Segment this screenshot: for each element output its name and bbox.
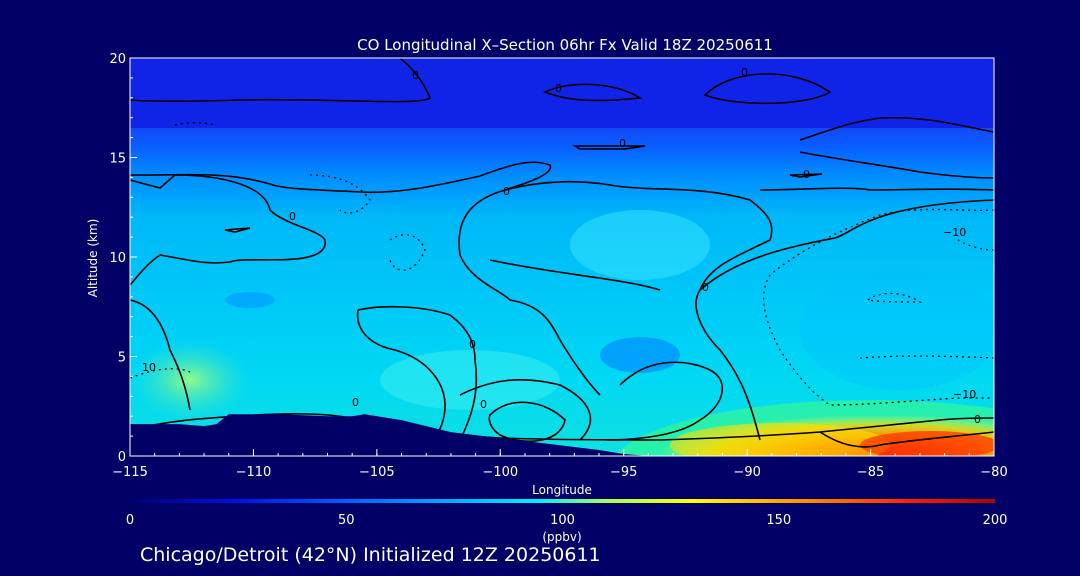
contour-label: 0	[480, 398, 487, 411]
y-axis: 0 5 10 15 20	[109, 52, 137, 465]
field-patch	[225, 292, 275, 308]
colorbar	[130, 499, 995, 503]
x-axis: −115 −110 −105 −100 −95 −90 −85 −80	[112, 449, 1008, 480]
contour-label: 0	[412, 69, 419, 82]
colorbar-unit: (ppbv)	[542, 530, 581, 544]
pollution-plume	[670, 423, 890, 456]
y-tick-label: 10	[109, 251, 126, 266]
contour-label: 0	[503, 185, 510, 198]
contour-label: 0	[555, 82, 562, 95]
contour-label: −10	[953, 388, 976, 401]
contour-label: 0	[741, 66, 748, 79]
pollution-plume	[860, 431, 994, 456]
colorbar-ticks: 0 50 100 150 200	[126, 513, 1008, 528]
contours	[130, 58, 994, 448]
stratosphere-band	[130, 58, 994, 128]
x-tick-label: −110	[236, 465, 272, 480]
terrain-mask	[130, 414, 649, 456]
field-patch	[800, 270, 994, 390]
x-axis-label: Longitude	[532, 483, 592, 497]
contour-label: 0	[803, 168, 810, 181]
x-tick-label: −100	[482, 465, 518, 480]
colorbar-tick-label: 50	[338, 513, 355, 528]
colorbar-tick-label: 150	[766, 513, 791, 528]
contour-label: 0	[352, 396, 359, 409]
colorbar-tick-label: 0	[126, 513, 134, 528]
contour-label: 0	[702, 281, 709, 294]
x-tick-label: −105	[359, 465, 395, 480]
x-tick-label: −90	[733, 465, 760, 480]
field-patch	[130, 340, 250, 420]
contour-label: 0	[469, 338, 476, 351]
y-tick-label: 0	[118, 450, 126, 465]
y-tick-label: 15	[109, 152, 126, 167]
y-axis-label: Altitude (km)	[86, 219, 100, 298]
footer-caption: Chicago/Detroit (42°N) Initialized 12Z 2…	[140, 544, 601, 566]
x-tick-label: −95	[610, 465, 637, 480]
field-patch	[600, 337, 680, 373]
contour-label: −10	[943, 226, 966, 239]
y-tick-label: 20	[109, 52, 126, 67]
contour-label: 0	[619, 137, 626, 150]
field-patch	[570, 210, 710, 280]
x-tick-label: −80	[980, 465, 1007, 480]
contour-label: 0	[289, 210, 296, 223]
chart-title: CO Longitudinal X–Section 06hr Fx Valid …	[357, 36, 773, 54]
plot-area: 0 0 0 0 0 0 0 0 0 0 0 0 −10 −10 10	[130, 58, 994, 456]
y-tick-label: 5	[118, 351, 126, 366]
x-tick-label: −115	[112, 465, 148, 480]
colorbar-tick-label: 100	[550, 513, 575, 528]
contour-label: 10	[142, 361, 156, 374]
contour-label: 0	[974, 413, 981, 426]
colorbar-tick-label: 200	[983, 513, 1008, 528]
x-tick-label: −85	[857, 465, 884, 480]
contour-labels: 0 0 0 0 0 0 0 0 0 0 0 0 −10 −10 10	[142, 66, 981, 426]
